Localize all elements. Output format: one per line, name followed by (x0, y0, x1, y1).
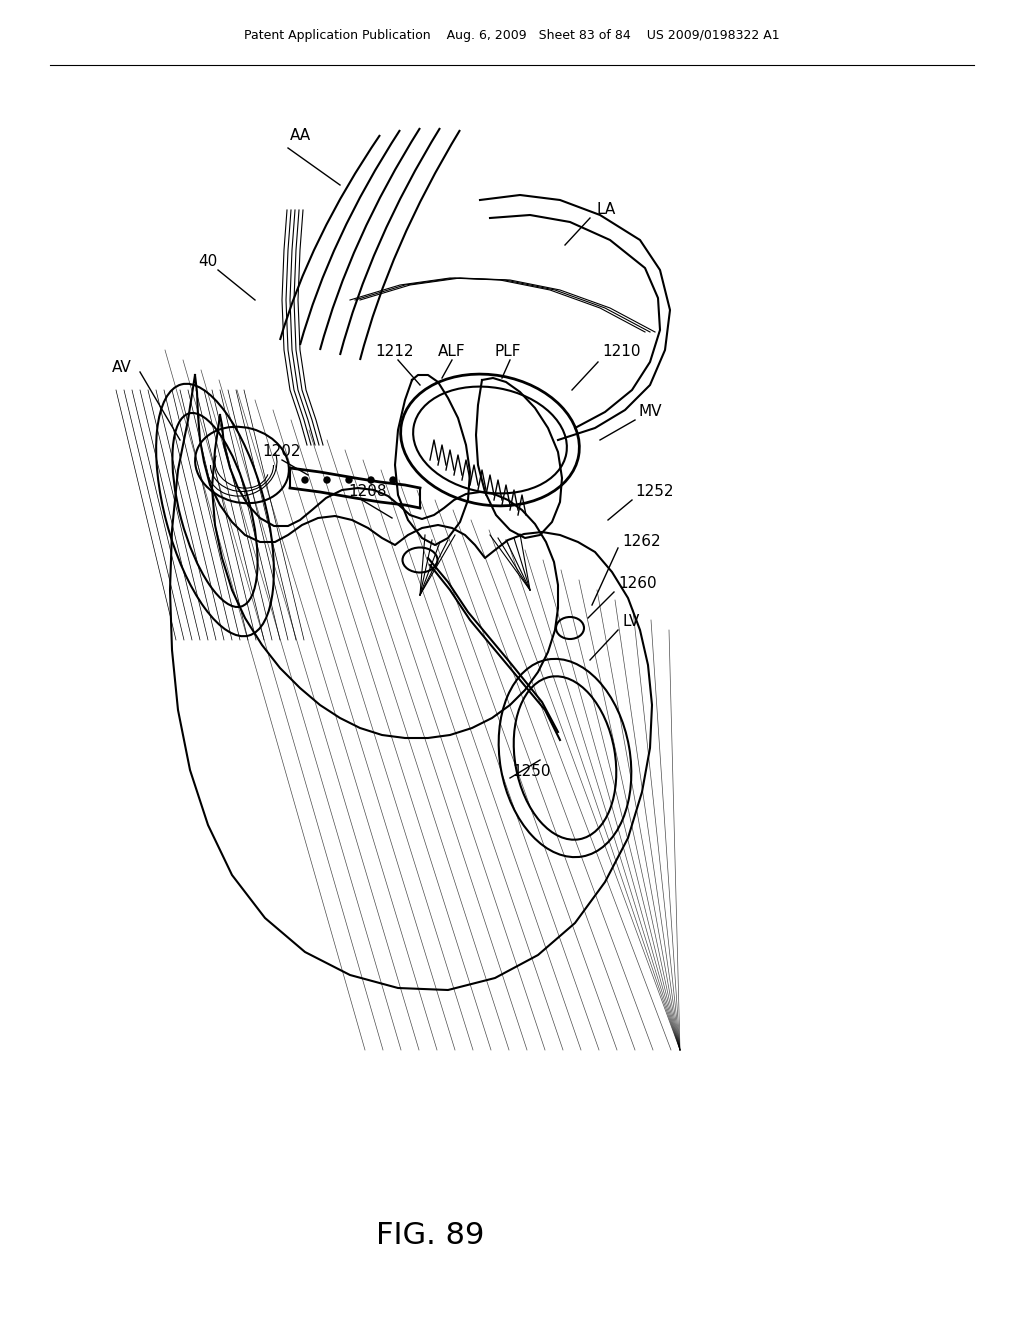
Text: 1212: 1212 (375, 345, 414, 359)
Text: ALF: ALF (438, 345, 466, 359)
Text: LA: LA (596, 202, 615, 218)
Text: AA: AA (290, 128, 311, 143)
Circle shape (324, 477, 330, 483)
Circle shape (302, 477, 308, 483)
Text: MV: MV (638, 404, 662, 420)
Text: 1208: 1208 (348, 484, 386, 499)
Text: 1250: 1250 (512, 764, 551, 780)
Text: FIG. 89: FIG. 89 (376, 1221, 484, 1250)
Text: 1210: 1210 (602, 345, 640, 359)
Circle shape (346, 477, 352, 483)
Text: PLF: PLF (495, 345, 521, 359)
Text: 1202: 1202 (262, 445, 300, 459)
Text: Patent Application Publication    Aug. 6, 2009   Sheet 83 of 84    US 2009/01983: Patent Application Publication Aug. 6, 2… (244, 29, 780, 41)
Text: 40: 40 (198, 255, 217, 269)
Text: 1262: 1262 (622, 535, 660, 549)
Text: LV: LV (622, 615, 639, 630)
Text: 1260: 1260 (618, 577, 656, 591)
Text: 1252: 1252 (635, 484, 674, 499)
Circle shape (368, 477, 374, 483)
Circle shape (390, 477, 396, 483)
Text: AV: AV (112, 360, 132, 375)
